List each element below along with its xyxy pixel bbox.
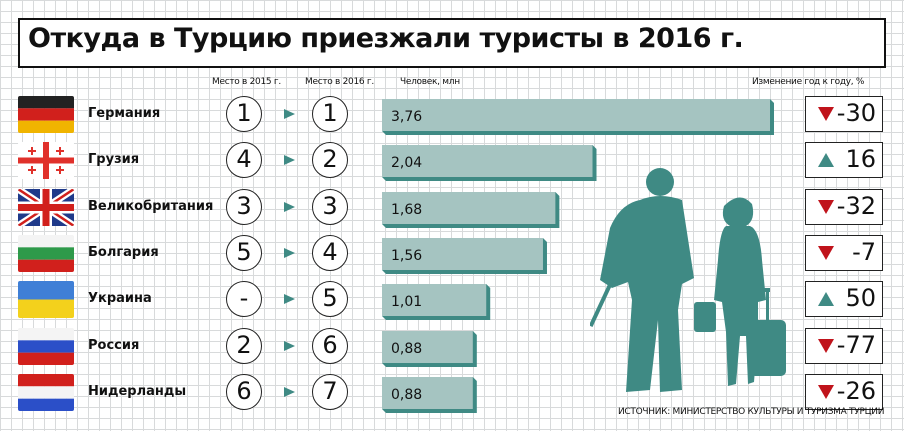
header-rank-2015: Место в 2015 г. <box>212 77 281 87</box>
arrow-right-icon <box>284 202 295 212</box>
rank-2015-circle: - <box>226 281 262 317</box>
bar-value-label: 3,76 <box>391 109 422 125</box>
change-value: -30 <box>836 99 876 127</box>
country-label: Грузия <box>88 152 140 167</box>
country-label: Болгария <box>88 245 159 260</box>
rank-2015-circle: 3 <box>226 189 262 225</box>
triangle-down-icon <box>818 200 834 214</box>
arrow-right-icon <box>284 109 295 119</box>
country-label: Великобритания <box>88 199 214 214</box>
flag-netherlands-icon <box>18 374 74 411</box>
bar <box>382 284 487 316</box>
flag-georgia-icon <box>18 142 74 179</box>
bar-value-label: 1,01 <box>391 294 422 310</box>
rank-2016-circle: 5 <box>312 281 348 317</box>
bar-value-label: 1,56 <box>391 248 422 264</box>
change-value: 16 <box>845 145 876 173</box>
source-note: ИСТОЧНИК: МИНИСТЕРСТВО КУЛЬТУРЫ И ТУРИЗМ… <box>618 407 885 417</box>
rank-2016-circle: 2 <box>312 142 348 178</box>
triangle-down-icon <box>818 107 834 121</box>
arrow-right-icon <box>284 294 295 304</box>
rank-2016-circle: 3 <box>312 189 348 225</box>
change-box: -7 <box>805 235 883 271</box>
rank-2016-circle: 4 <box>312 235 348 271</box>
change-value: -32 <box>836 192 876 220</box>
triangle-up-icon <box>818 292 834 306</box>
flag-ukraine-icon <box>18 281 74 318</box>
bar <box>382 331 473 363</box>
title-box <box>18 18 886 68</box>
flag-uk-icon <box>18 189 74 226</box>
change-box: 50 <box>805 281 883 317</box>
header-people: Человек, млн <box>400 77 460 87</box>
rank-2016-circle: 1 <box>312 96 348 132</box>
flag-germany-icon <box>18 96 74 133</box>
rank-2015-circle: 2 <box>226 328 262 364</box>
bar <box>382 192 556 224</box>
arrow-right-icon <box>284 341 295 351</box>
flag-russia-icon <box>18 328 74 365</box>
bar-value-label: 0,88 <box>391 341 422 357</box>
arrow-right-icon <box>284 387 295 397</box>
country-label: Нидерланды <box>88 384 187 399</box>
bar-value-label: 2,04 <box>391 155 422 171</box>
rank-2015-circle: 5 <box>226 235 262 271</box>
change-value: -26 <box>836 377 876 405</box>
change-box: -26 <box>805 374 883 410</box>
header-rank-2016: Место в 2016 г. <box>305 77 374 87</box>
triangle-down-icon <box>818 246 834 260</box>
triangle-up-icon <box>818 153 834 167</box>
rank-2015-circle: 1 <box>226 96 262 132</box>
triangle-down-icon <box>818 339 834 353</box>
header-change: Изменение год к году, % <box>752 77 865 87</box>
arrow-right-icon <box>284 248 295 258</box>
bar <box>382 377 473 409</box>
change-value: 50 <box>845 284 876 312</box>
country-label: Украина <box>88 291 152 306</box>
rank-2015-circle: 4 <box>226 142 262 178</box>
bar <box>382 145 593 177</box>
country-label: Россия <box>88 338 140 353</box>
bar-value-label: 1,68 <box>391 202 422 218</box>
change-box: -77 <box>805 328 883 364</box>
rank-2016-circle: 7 <box>312 374 348 410</box>
change-box: 16 <box>805 142 883 178</box>
change-value: -7 <box>852 238 876 266</box>
change-box: -30 <box>805 96 883 132</box>
arrow-right-icon <box>284 155 295 165</box>
rank-2015-circle: 6 <box>226 374 262 410</box>
flag-bulgaria-icon <box>18 235 74 272</box>
bar <box>382 238 543 270</box>
chart-title: Откуда в Турцию приезжали туристы в 2016… <box>28 23 744 54</box>
bar-value-label: 0,88 <box>391 387 422 403</box>
travelers-silhouette <box>590 168 786 392</box>
change-box: -32 <box>805 189 883 225</box>
rank-2016-circle: 6 <box>312 328 348 364</box>
country-label: Германия <box>88 106 161 121</box>
change-value: -77 <box>836 331 876 359</box>
triangle-down-icon <box>818 385 834 399</box>
bar <box>382 99 770 131</box>
